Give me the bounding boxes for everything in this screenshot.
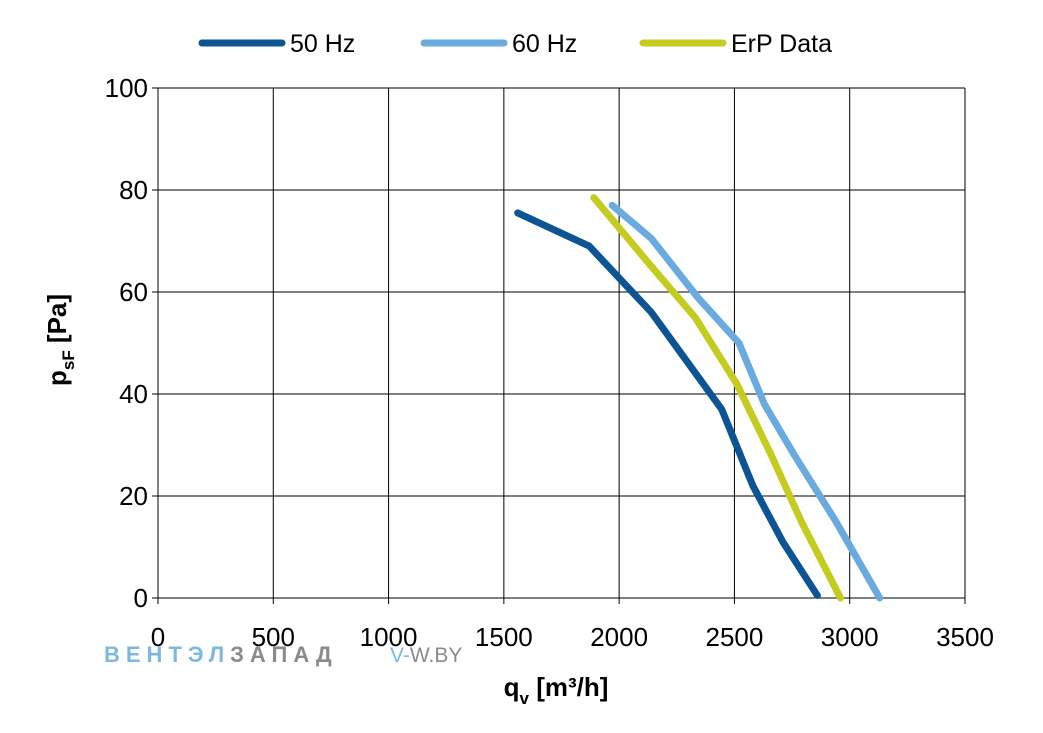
chart-legend: 50 Hz 60 Hz ErP Data [198, 30, 832, 58]
x-tick-label: 0 [151, 622, 165, 652]
x-axis-title: qv [m³/h] [504, 672, 609, 708]
watermark: ВЕНТЭЛЗАПАД V-W.BY [104, 642, 462, 667]
x-tick-label: 1500 [475, 622, 533, 652]
x-tick-label: 2500 [706, 622, 764, 652]
x-axis-title-main: q [504, 672, 520, 702]
y-axis-ticks: 0 20 40 60 80 100 [105, 73, 148, 613]
x-tick-label: 1000 [360, 622, 418, 652]
series-line-1 [514, 209, 821, 599]
x-tick-label: 3500 [936, 622, 994, 652]
y-tick-label: 20 [119, 481, 148, 511]
legend-label-3: ErP Data [731, 30, 832, 58]
x-tick-label: 500 [252, 622, 295, 652]
x-tick-label: 3000 [821, 622, 879, 652]
chart-series [514, 194, 884, 602]
watermark-brand-part2: ЗАПАД [230, 642, 338, 667]
y-tick-label: 0 [134, 583, 148, 613]
x-tick-label: 2000 [590, 622, 648, 652]
y-axis-title-main: p [42, 370, 72, 386]
x-axis-title-unit: [m³/h] [529, 672, 608, 702]
y-axis-title-sub: sF [59, 350, 78, 370]
y-axis-title: psF [Pa] [42, 294, 78, 386]
y-tick-label: 40 [119, 379, 148, 409]
watermark-url-part1: V- [390, 644, 410, 667]
watermark-brand-part1: ВЕНТЭЛ [104, 642, 230, 667]
y-tick-label: 80 [119, 175, 148, 205]
watermark-url-part2: W.BY [410, 644, 463, 667]
series-line-3 [590, 194, 844, 602]
y-tick-label: 60 [119, 277, 148, 307]
chart-grid [152, 87, 966, 604]
y-axis-title-unit: [Pa] [42, 294, 72, 350]
x-axis-ticks: 0 500 1000 1500 2000 2500 3000 3500 [151, 622, 994, 652]
legend-label-1: 50 Hz [290, 30, 355, 58]
x-axis-title-sub: v [520, 689, 530, 708]
legend-label-2: 60 Hz [512, 30, 577, 58]
y-tick-label: 100 [105, 73, 148, 103]
series-line-2 [608, 201, 884, 602]
svg-text:V-W.BY: V-W.BY [390, 644, 462, 667]
svg-text:ВЕНТЭЛЗАПАД: ВЕНТЭЛЗАПАД [104, 642, 338, 667]
